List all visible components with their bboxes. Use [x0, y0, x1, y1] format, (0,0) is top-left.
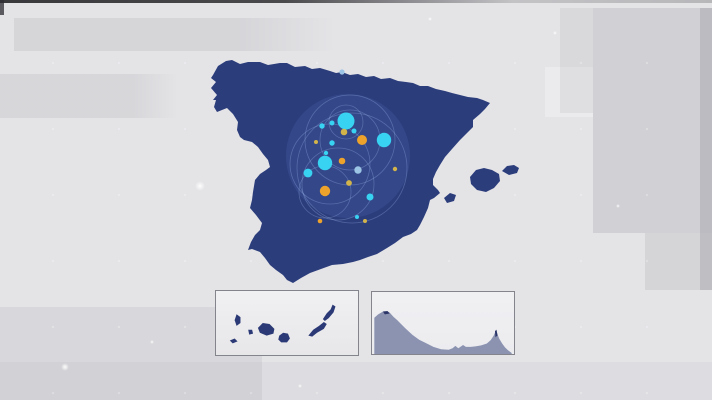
data-bubble: [319, 123, 325, 129]
background-speck: [61, 363, 69, 371]
menorca-island-shape: [502, 165, 519, 175]
top-left-corner-mark: [0, 0, 4, 15]
profile-silhouette-inset: [371, 291, 515, 355]
data-bubble: [317, 218, 323, 224]
data-bubble: [337, 112, 355, 130]
data-bubble: [323, 150, 329, 156]
bg-band-top-left: [14, 18, 336, 51]
data-bubbles: [303, 69, 398, 224]
left-peak-mark: [382, 311, 390, 315]
data-bubble: [355, 215, 359, 219]
data-bubble: [392, 166, 398, 172]
data-bubble: [366, 193, 374, 201]
background-speck: [553, 31, 557, 35]
right-peak-mark: [494, 329, 498, 338]
data-bubble: [357, 135, 367, 145]
ibiza-island-shape: [444, 193, 456, 203]
data-bubble: [340, 128, 348, 136]
data-bubble: [354, 166, 362, 174]
data-bubble: [329, 140, 335, 146]
data-bubble: [346, 180, 352, 186]
gran-canaria-island-shape: [278, 332, 290, 343]
data-bubble: [329, 120, 335, 126]
data-bubble: [317, 155, 333, 171]
background-speck: [150, 340, 154, 344]
tenerife-island-shape: [257, 323, 275, 336]
spain-map-svg: [211, 60, 519, 283]
bg-block-right-edge: [700, 8, 712, 290]
spain-peninsula-shape: [211, 60, 490, 283]
data-bubble: [314, 140, 318, 144]
radar-ring: [296, 112, 408, 224]
fuerteventura-island-shape: [308, 322, 327, 337]
bg-notch-light: [545, 67, 593, 117]
bg-band-mid-left: [0, 74, 178, 118]
data-bubble: [351, 128, 357, 134]
radar-ring: [301, 147, 375, 221]
la-palma-island-shape: [234, 314, 241, 326]
bg-block-right-upper: [560, 8, 593, 113]
mallorca-island-shape: [470, 168, 500, 192]
la-gomera-island-shape: [248, 329, 254, 335]
profile-silhouette-svg: [374, 311, 512, 354]
data-bubble: [303, 168, 313, 178]
top-edge-strip: [0, 0, 712, 3]
profile-silhouette-area: [374, 311, 512, 354]
radar-ring: [328, 104, 364, 140]
data-bubble: [338, 157, 346, 165]
data-bubble: [339, 69, 345, 75]
el-hierro-island-shape: [229, 338, 238, 344]
canary-islands-svg: [229, 304, 336, 344]
data-bubble: [376, 132, 392, 148]
bg-block-right-main: [593, 8, 712, 233]
background-speck: [298, 384, 302, 388]
canary-islands-inset: [215, 290, 359, 356]
data-bubble: [363, 219, 367, 223]
data-bubble: [319, 185, 331, 197]
bubble-cluster-glow: [286, 94, 410, 218]
background-speck: [428, 17, 432, 21]
lanzarote-island-shape: [322, 304, 336, 322]
bg-band-bottom-wide: [0, 362, 712, 400]
background-speck: [616, 204, 620, 208]
spain-map: [200, 52, 520, 292]
bg-block-right-lower: [645, 233, 712, 290]
